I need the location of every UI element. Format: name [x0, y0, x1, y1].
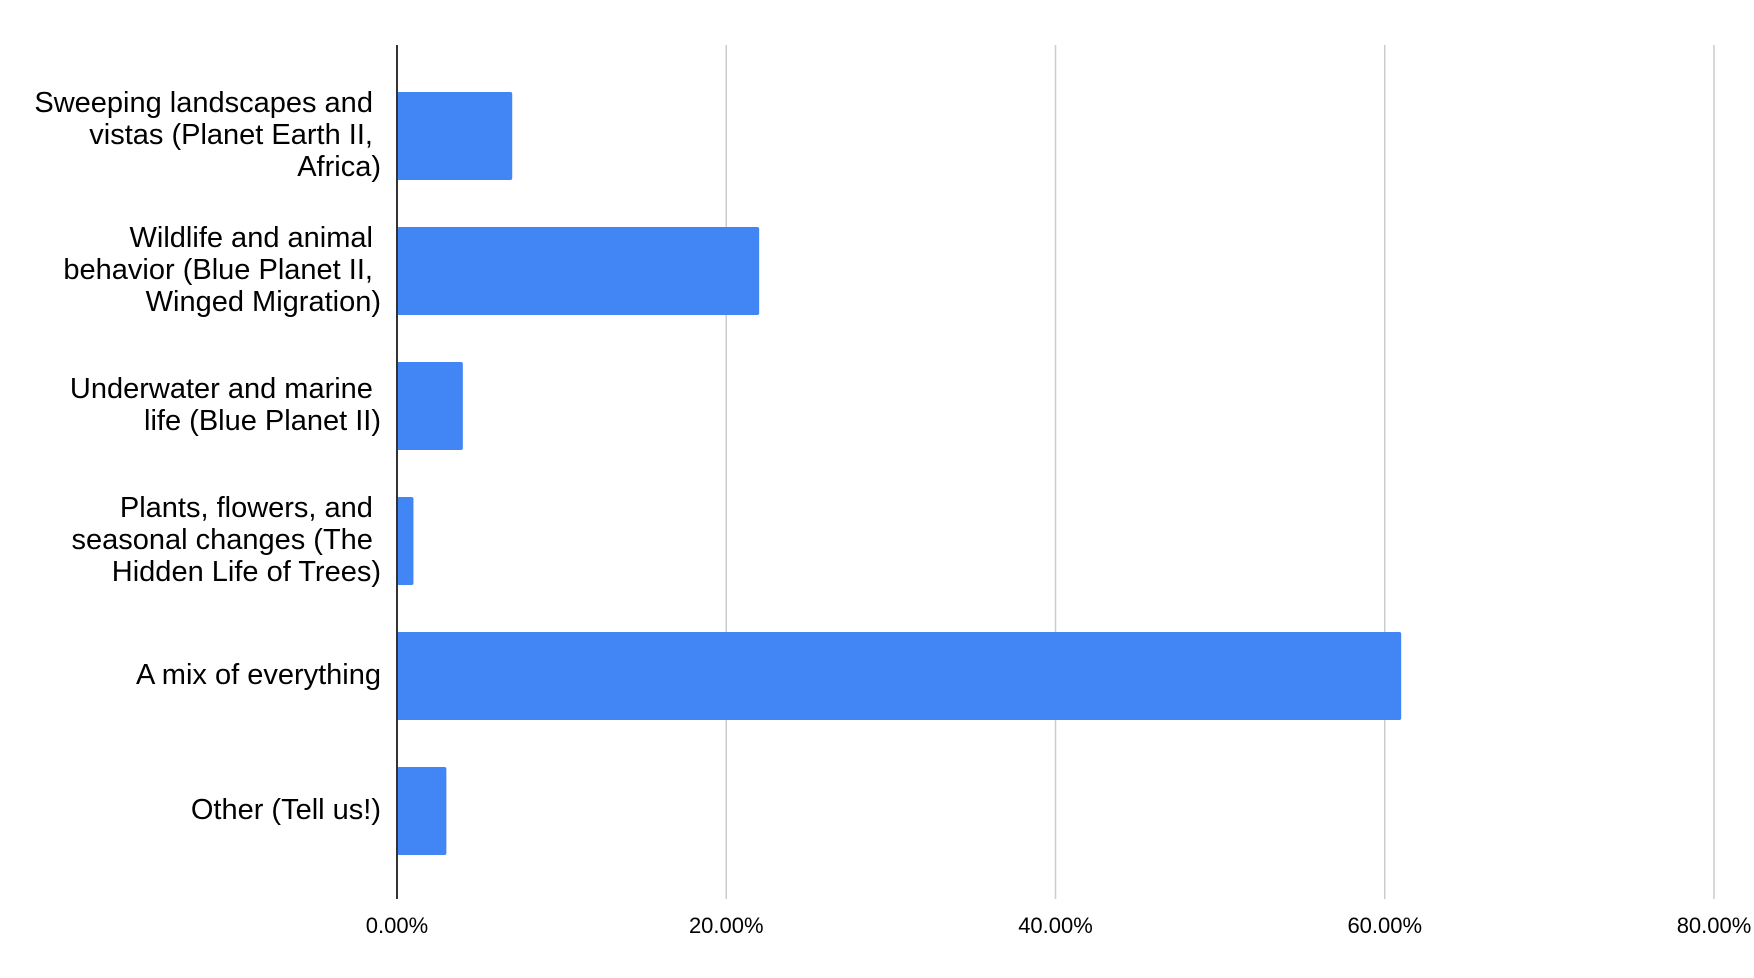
x-tick-label: 40.00%: [1018, 913, 1093, 938]
bar: [397, 227, 760, 315]
x-tick-label: 60.00%: [1347, 913, 1422, 938]
y-tick-label: Underwater and marine life (Blue Planet …: [70, 373, 381, 437]
bar: [397, 92, 513, 180]
y-tick-label: A mix of everything: [136, 659, 381, 691]
y-tick-label: Wildlife and animal behavior (Blue Plane…: [63, 222, 381, 318]
bar: [397, 767, 447, 855]
x-tick-label: 80.00%: [1677, 913, 1752, 938]
y-tick-label: Other (Tell us!): [191, 794, 381, 826]
bar: [397, 497, 414, 585]
x-tick-label: 0.00%: [366, 913, 428, 938]
bar: [397, 362, 463, 450]
y-tick-label: Sweeping landscapes and vistas (Planet E…: [34, 87, 381, 183]
y-tick-label: Plants, flowers, and seasonal changes (T…: [71, 492, 381, 588]
x-tick-label: 20.00%: [689, 913, 764, 938]
bar: [397, 632, 1402, 720]
